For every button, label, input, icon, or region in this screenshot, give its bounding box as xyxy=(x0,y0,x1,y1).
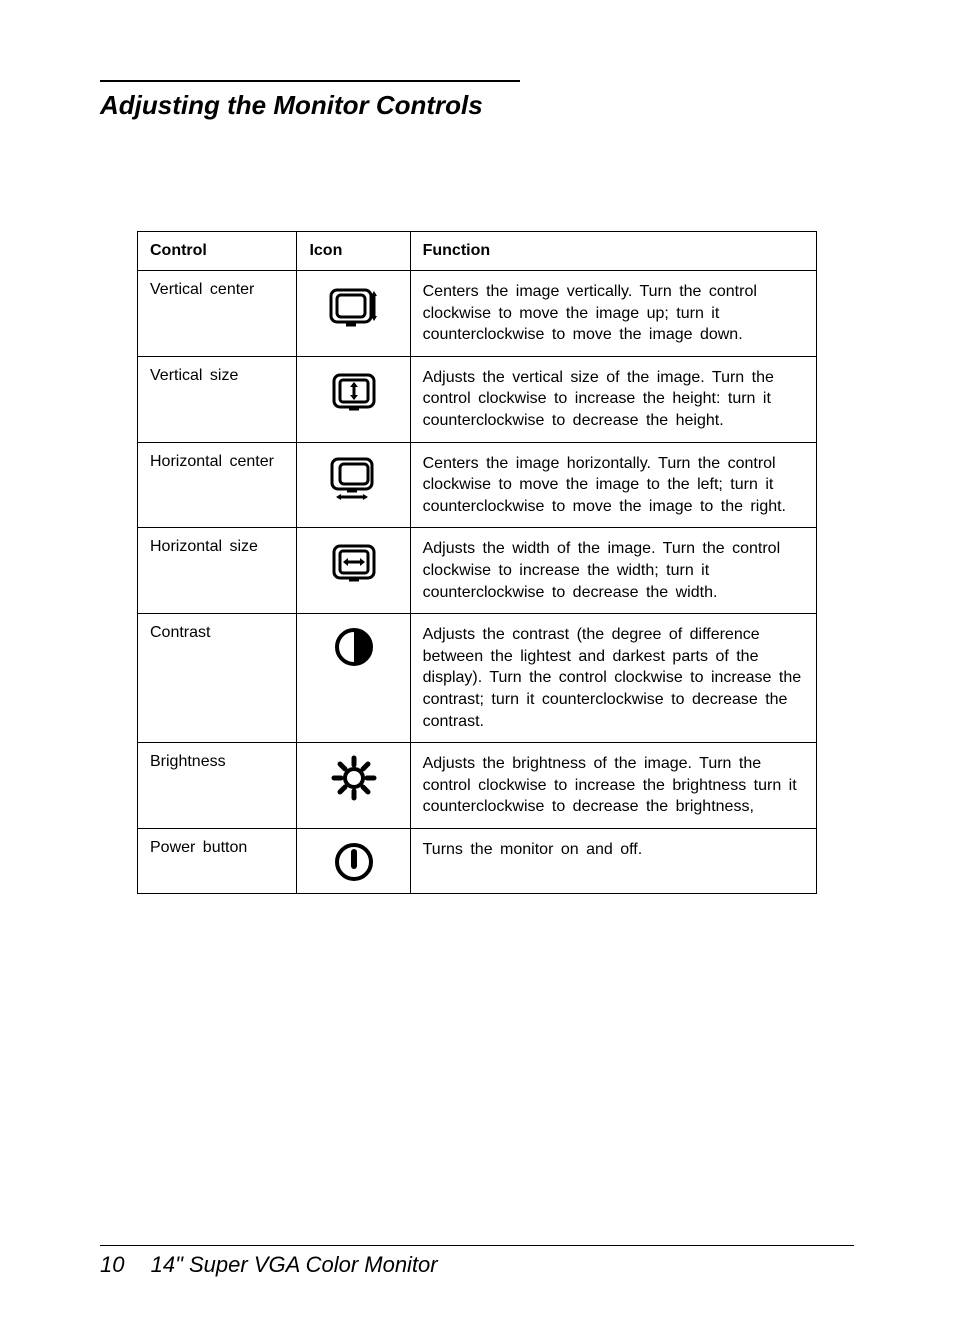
header-function: Function xyxy=(410,232,816,271)
header-icon: Icon xyxy=(297,232,410,271)
table-row: Power button Turns the monitor on and of… xyxy=(138,828,817,893)
monitor-controls-table: Control Icon Function Vertical center Ce… xyxy=(137,231,817,894)
control-label: Power button xyxy=(138,828,297,893)
function-text: Centers the image vertically. Turn the c… xyxy=(410,271,816,357)
page-number: 10 xyxy=(100,1252,124,1277)
function-text: Centers the image horizontally. Turn the… xyxy=(410,442,816,528)
control-label: Vertical center xyxy=(138,271,297,357)
control-label: Vertical size xyxy=(138,356,297,442)
control-label: Brightness xyxy=(138,743,297,829)
table-row: Horizontal size Adjusts the width of the… xyxy=(138,528,817,614)
page-footer: 10 14" Super VGA Color Monitor xyxy=(100,1245,854,1278)
header-control: Control xyxy=(138,232,297,271)
title-rule xyxy=(100,80,520,82)
icon-cell xyxy=(297,442,410,528)
table-row: Contrast Adjusts the contrast (the degre… xyxy=(138,614,817,743)
table-row: Brightness Adjusts the brightness of the… xyxy=(138,743,817,829)
vertical-center-icon xyxy=(328,283,380,329)
contrast-icon xyxy=(333,626,375,668)
footer-title: 14" Super VGA Color Monitor xyxy=(151,1252,438,1277)
control-label: Horizontal center xyxy=(138,442,297,528)
table-row: Vertical center Centers the image vertic… xyxy=(138,271,817,357)
function-text: Adjusts the vertical size of the image. … xyxy=(410,356,816,442)
control-label: Contrast xyxy=(138,614,297,743)
page-title: Adjusting the Monitor Controls xyxy=(100,90,854,121)
table-row: Vertical size Adjusts the vertical size … xyxy=(138,356,817,442)
function-text: Adjusts the contrast (the degree of diff… xyxy=(410,614,816,743)
icon-cell xyxy=(297,614,410,743)
icon-cell xyxy=(297,356,410,442)
function-text: Adjusts the brightness of the image. Tur… xyxy=(410,743,816,829)
brightness-icon xyxy=(331,755,377,801)
icon-cell xyxy=(297,743,410,829)
horizontal-center-icon xyxy=(328,455,380,503)
table-header-row: Control Icon Function xyxy=(138,232,817,271)
icon-cell xyxy=(297,528,410,614)
vertical-size-icon xyxy=(330,369,378,413)
horizontal-size-icon xyxy=(330,540,378,584)
icon-cell xyxy=(297,271,410,357)
function-text: Turns the monitor on and off. xyxy=(410,828,816,893)
footer-rule xyxy=(100,1245,854,1246)
control-label: Horizontal size xyxy=(138,528,297,614)
icon-cell xyxy=(297,828,410,893)
function-text: Adjusts the width of the image. Turn the… xyxy=(410,528,816,614)
table-row: Horizontal center Centers the image hori… xyxy=(138,442,817,528)
power-icon xyxy=(333,841,375,883)
